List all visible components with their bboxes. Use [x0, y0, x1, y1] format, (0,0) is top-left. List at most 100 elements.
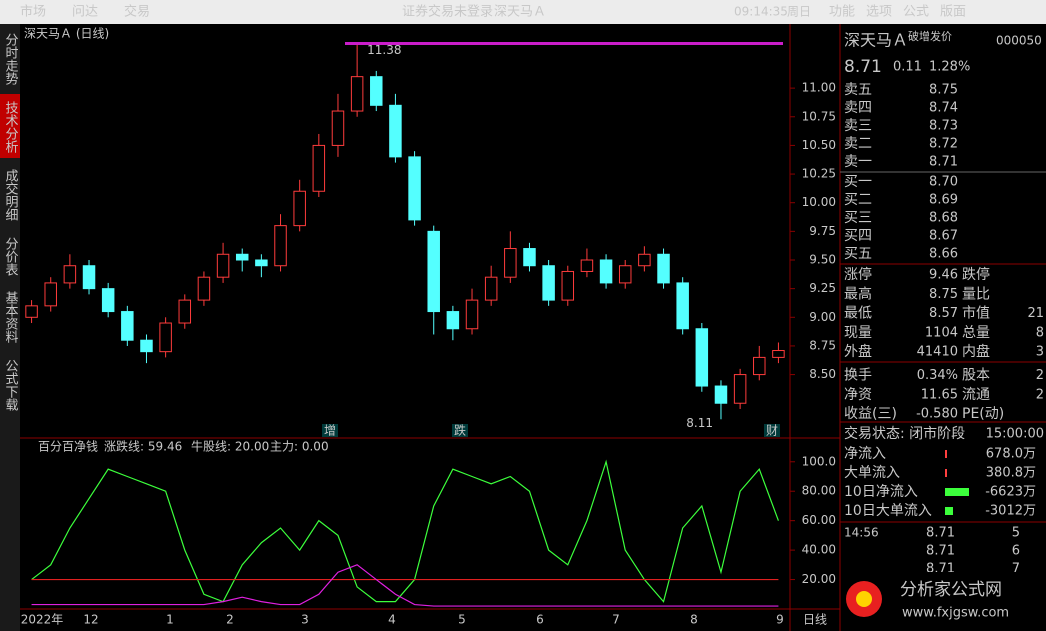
stat-label: 现量: [844, 325, 872, 341]
stat-value: 2: [1036, 368, 1044, 383]
flow-bar: [945, 507, 953, 515]
period-label: 日线: [803, 613, 827, 627]
top-bar: [0, 0, 1046, 24]
candle-body: [599, 259, 613, 284]
ask-label: 卖三: [844, 118, 872, 134]
y-tick-label: 20.00: [802, 572, 836, 586]
stat-value: 9.46: [929, 268, 958, 283]
menu-stock: 深天马Ａ: [494, 5, 546, 20]
chart-title: 深天马Ａ (日线): [24, 27, 109, 41]
state-label: 交易状态: 闭市阶段: [844, 425, 965, 442]
candle-body: [370, 76, 383, 106]
side-tab[interactable]: 分时走势: [3, 33, 19, 86]
y-tick-label: 60.00: [802, 513, 836, 527]
x-tick-label: 3: [301, 613, 309, 627]
menu-item[interactable]: 版面: [940, 5, 966, 20]
logo-text: 分析家公式网: [900, 580, 1002, 600]
y-tick-label: 10.50: [802, 138, 836, 152]
x-tick-label: 6: [536, 613, 544, 627]
low-label: 8.11: [686, 416, 713, 430]
stat-label: 换手: [844, 367, 872, 384]
candle-body: [523, 248, 536, 267]
menu-item[interactable]: 功能: [829, 5, 855, 20]
side-tab[interactable]: 分价表: [3, 237, 19, 276]
bid-label: 买五: [844, 246, 872, 262]
candle-body: [446, 311, 460, 330]
x-tick-label: 2022年: [21, 613, 64, 627]
bid-price: 8.67: [929, 229, 958, 244]
stock-code: 000050: [996, 34, 1042, 48]
x-tick-label: 2: [226, 613, 234, 627]
legend-entry: 牛股线: 20.00: [191, 439, 269, 454]
candle-body: [101, 288, 115, 313]
menu-item[interactable]: 公式: [903, 5, 929, 20]
ask-price: 8.75: [929, 83, 958, 98]
stat-label: 内盘: [962, 343, 990, 360]
side-tab[interactable]: 公式下载: [3, 359, 19, 412]
event-marker: 跌: [454, 423, 466, 438]
stat-label: 涨停: [844, 266, 872, 283]
menu-item[interactable]: 市场: [20, 4, 46, 20]
candle-body: [25, 305, 38, 318]
flow-label: 净流入: [844, 446, 886, 462]
y-tick-label: 9.75: [809, 224, 836, 238]
bid-price: 8.69: [929, 193, 958, 208]
x-tick-label: 9: [776, 613, 784, 627]
marker-box: [322, 424, 338, 437]
candle-body: [484, 276, 498, 301]
side-bar: [0, 24, 20, 631]
legend-entry: 涨跌线: 59.46: [104, 439, 182, 454]
menu-item[interactable]: 问达: [72, 5, 98, 20]
candle-body: [753, 356, 766, 376]
stat-label: 量比: [962, 286, 990, 302]
side-tab[interactable]: 成交明细: [3, 169, 19, 221]
menu-item[interactable]: 选项: [866, 5, 892, 20]
candle-body: [695, 328, 709, 387]
indicator-title: 百分百净钱: [38, 439, 98, 454]
x-tick-label: 5: [458, 613, 466, 627]
stat-label: 跌停: [962, 266, 990, 283]
flow-label: 大单流入: [844, 465, 900, 481]
active-tab: [0, 94, 20, 158]
side-tab[interactable]: 技术分析: [3, 101, 19, 153]
candle-body: [465, 299, 479, 330]
candle-body: [676, 282, 689, 330]
flow-bar: [945, 488, 969, 496]
candle-body: [657, 253, 670, 284]
y-tick-label: 40.00: [802, 543, 836, 557]
menu-item[interactable]: 交易: [124, 4, 150, 20]
indicator-line: [31, 564, 779, 607]
candle-body: [408, 156, 421, 221]
ask-price: 8.71: [929, 155, 958, 170]
candle-body: [274, 225, 287, 267]
candle-body: [389, 104, 402, 158]
x-tick-label: 7: [612, 613, 620, 627]
event-marker: 财: [766, 424, 778, 438]
bid-label: 买三: [844, 210, 872, 226]
stat-value: 41410: [917, 345, 958, 360]
candle-body: [331, 110, 345, 146]
bid-label: 买二: [844, 192, 872, 208]
x-tick-label: 8: [690, 613, 698, 627]
candle-body: [350, 76, 364, 112]
bid-price: 8.66: [929, 247, 958, 262]
side-tab[interactable]: 基本资料: [3, 291, 19, 343]
price: 8.71: [844, 57, 882, 77]
marker-box: [452, 424, 468, 437]
candle-body: [504, 248, 517, 278]
clock: 09:14:35: [734, 5, 788, 19]
flow-bar: [945, 450, 947, 458]
stat-value: 11.65: [921, 387, 958, 402]
stat-value: 8.75: [929, 287, 958, 302]
stock-name: 深天马Ａ: [844, 31, 908, 50]
ask-price: 8.73: [929, 119, 958, 134]
stat-label: 净资: [844, 387, 872, 403]
y-tick-label: 9.50: [809, 253, 836, 267]
marker-box: [764, 424, 780, 437]
tick-volume: 6: [1012, 544, 1020, 559]
tag: 破增发价: [908, 29, 952, 43]
candle-body: [235, 253, 249, 261]
y-tick-label: 10.25: [802, 167, 836, 181]
candle-body: [561, 270, 575, 301]
